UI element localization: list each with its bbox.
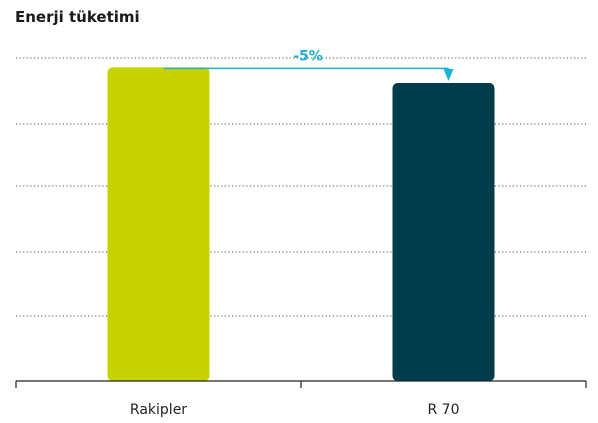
gridlines <box>16 57 586 317</box>
annotation-label: -5% <box>293 48 323 64</box>
x-tick-label: Rakipler <box>130 402 187 418</box>
change-annotation: -5% <box>163 48 454 82</box>
x-tick-label: R 70 <box>428 402 460 418</box>
bar-rakipler <box>107 67 210 381</box>
x-axis: Rakipler R 70 <box>15 380 587 418</box>
bar-r-70 <box>392 83 495 381</box>
bars <box>107 67 495 381</box>
annotation-arrowhead <box>443 69 454 82</box>
chart-title: Enerji tüketimi <box>15 8 140 26</box>
